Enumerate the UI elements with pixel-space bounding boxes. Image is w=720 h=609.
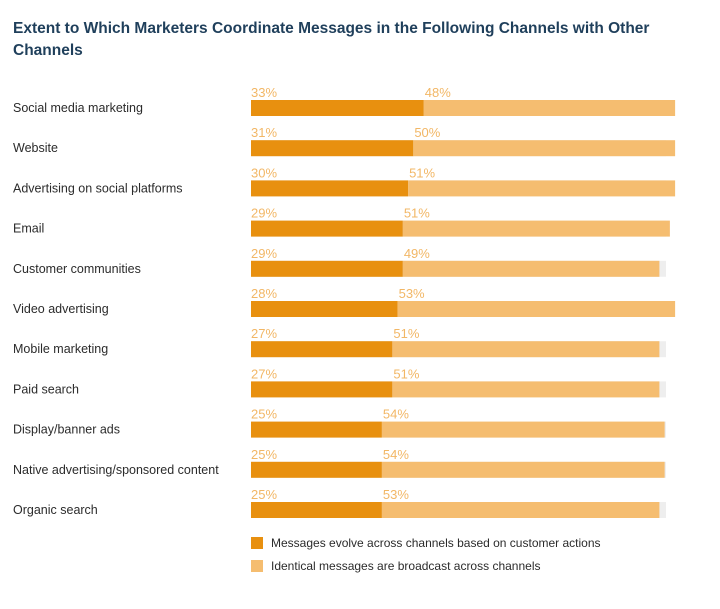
value-label-identical-email: 51% <box>404 206 430 221</box>
category-label-paid-search: Paid search <box>13 382 79 396</box>
chart-title: Extent to Which Marketers Coordinate Mes… <box>13 20 650 59</box>
bar-evolve-customer-communities <box>251 260 403 277</box>
bar-evolve-email <box>251 220 403 237</box>
category-label-email: Email <box>13 222 44 236</box>
bar-evolve-organic-search <box>251 502 382 518</box>
value-label-identical-video-advertising: 53% <box>399 286 425 301</box>
bar-identical-native-advertising-sponsored-content <box>381 461 665 478</box>
value-label-evolve-social-media-marketing: 33% <box>251 85 277 100</box>
value-label-evolve-paid-search: 27% <box>251 366 277 381</box>
category-label-customer-communities: Customer communities <box>13 262 141 276</box>
bar-identical-video-advertising <box>397 301 676 317</box>
value-label-evolve-organic-search: 25% <box>251 487 277 502</box>
category-label-native-advertising-sponsored-content: Native advertising/sponsored content <box>13 463 219 477</box>
value-label-evolve-video-advertising: 28% <box>251 286 277 301</box>
value-label-evolve-customer-communities: 29% <box>251 246 277 261</box>
category-label-social-media-marketing: Social media marketing <box>13 101 143 115</box>
value-label-identical-mobile-marketing: 51% <box>393 326 419 341</box>
category-label-advertising-on-social-platforms: Advertising on social platforms <box>13 181 183 195</box>
legend-label-evolve: Messages evolve across channels based on… <box>271 535 601 550</box>
value-label-identical-advertising-on-social-platforms: 51% <box>409 165 435 180</box>
bar-evolve-website <box>251 140 414 157</box>
value-label-evolve-email: 29% <box>251 206 277 221</box>
legend-label-identical: Identical messages are broadcast across … <box>271 558 541 573</box>
legend-item-identical: Identical messages are broadcast across … <box>251 558 601 573</box>
value-label-identical-organic-search: 53% <box>383 487 409 502</box>
stacked-bar-chart: Social media marketing 33% 48% Website 31% 50… <box>13 85 676 518</box>
category-label-display-banner-ads: Display/banner ads <box>13 423 120 437</box>
bar-identical-website <box>413 140 676 157</box>
value-label-evolve-website: 31% <box>251 125 277 140</box>
value-label-identical-social-media-marketing: 48% <box>425 85 451 100</box>
value-label-identical-display-banner-ads: 54% <box>383 407 409 422</box>
bar-evolve-social-media-marketing <box>251 100 424 116</box>
value-label-identical-native-advertising-sponsored-content: 54% <box>383 447 409 462</box>
bar-identical-mobile-marketing <box>392 341 660 358</box>
category-label-organic-search: Organic search <box>13 503 98 517</box>
category-label-mobile-marketing: Mobile marketing <box>13 342 108 356</box>
bar-identical-organic-search <box>381 502 660 518</box>
bar-evolve-display-banner-ads <box>251 421 382 438</box>
bar-evolve-video-advertising <box>251 301 398 317</box>
bar-identical-display-banner-ads <box>381 421 665 438</box>
bar-identical-social-media-marketing <box>423 100 676 116</box>
value-label-identical-paid-search: 51% <box>393 366 419 381</box>
category-label-video-advertising: Video advertising <box>13 302 109 316</box>
legend: Messages evolve across channels based on… <box>251 536 601 582</box>
legend-swatch-evolve <box>251 536 263 549</box>
value-label-evolve-advertising-on-social-platforms: 30% <box>251 165 277 180</box>
bar-evolve-mobile-marketing <box>251 341 393 358</box>
bar-identical-email <box>402 220 670 237</box>
value-label-identical-website: 50% <box>414 125 440 140</box>
bar-identical-paid-search <box>392 381 660 398</box>
bar-evolve-paid-search <box>251 381 393 398</box>
legend-swatch-identical <box>251 559 263 572</box>
bar-evolve-native-advertising-sponsored-content <box>251 461 382 478</box>
value-label-identical-customer-communities: 49% <box>404 246 430 261</box>
value-label-evolve-display-banner-ads: 25% <box>251 407 277 422</box>
bar-evolve-advertising-on-social-platforms <box>251 180 409 197</box>
value-label-evolve-native-advertising-sponsored-content: 25% <box>251 447 277 462</box>
category-label-website: Website <box>13 141 58 155</box>
value-label-evolve-mobile-marketing: 27% <box>251 326 277 341</box>
bar-identical-customer-communities <box>402 260 660 277</box>
legend-item-evolve: Messages evolve across channels based on… <box>251 535 601 550</box>
bar-identical-advertising-on-social-platforms <box>408 180 676 197</box>
